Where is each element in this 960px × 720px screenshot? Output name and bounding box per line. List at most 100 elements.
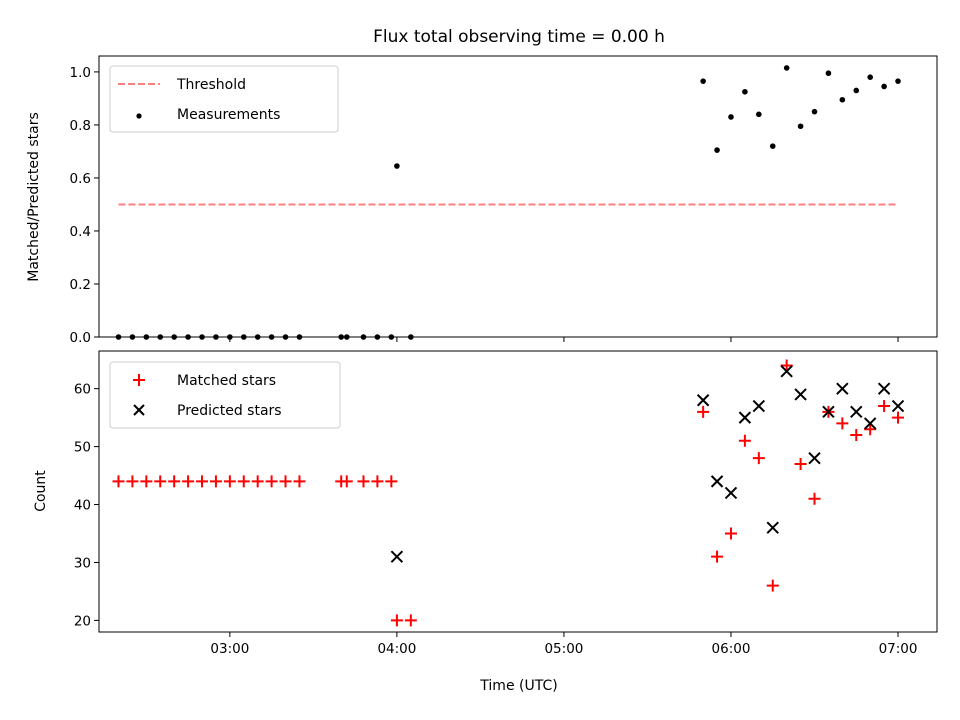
predicted-star-point (724, 486, 738, 500)
y-tick-label: 0.8 (70, 118, 91, 134)
y-tick-label: 50 (74, 440, 91, 456)
x-axis-label: Time (UTC) (479, 678, 557, 694)
ratio-panel-marks (115, 65, 901, 340)
measurement-point (867, 74, 873, 81)
count-panel-marks (112, 359, 905, 627)
ratio-panel-legend: Threshold Measurements (109, 65, 339, 133)
matched-star-point (385, 475, 398, 488)
measurement-point (895, 78, 901, 84)
matched-star-point (182, 475, 195, 488)
predicted-star-point (738, 411, 752, 424)
measurement-point (881, 83, 887, 90)
matched-star-point (711, 550, 724, 563)
count-panel-legend: Matched stars Predicted stars (109, 361, 341, 429)
measurement-point (769, 143, 776, 149)
matched-star-point (724, 527, 737, 540)
matched-star-point (850, 429, 863, 442)
count-panel-frame (98, 350, 938, 633)
predicted-star-point (696, 394, 710, 407)
matched-star-point (766, 579, 779, 592)
predicted-star-point (822, 405, 835, 419)
matched-star-point (864, 423, 877, 436)
x-tick-label: 06:00 (712, 641, 751, 657)
matched-star-point (265, 475, 278, 488)
measurement-point (825, 70, 832, 77)
y-tick-label: 40 (74, 498, 91, 514)
predicted-star-point (710, 475, 724, 488)
y-tick-label: 0.0 (70, 330, 91, 346)
measurements-legend-swatch (136, 113, 142, 119)
predicted-stars-legend-label: Predicted stars (177, 403, 282, 419)
matched-star-point (794, 457, 807, 470)
measurement-point (714, 147, 720, 153)
matched-star-point (404, 614, 417, 627)
x-tick-label: 03:00 (210, 641, 249, 657)
ratio-panel-frame (98, 55, 938, 338)
matched-star-point (154, 475, 167, 488)
measurement-point (811, 108, 818, 115)
ratio-panel-y-axis-label: Matched/Predicted stars (26, 112, 42, 282)
y-tick-label: 0.6 (70, 171, 91, 187)
matched-star-point (209, 475, 222, 488)
matched-star-point (738, 434, 751, 447)
count-panel-ticks: 03:00 04:00 05:00 06:00 07:00 20 30 40 50 60 (74, 382, 918, 657)
measurement-point (728, 114, 734, 120)
matched-star-point (140, 475, 153, 488)
predicted-star-point (752, 399, 766, 413)
count-panel-y-axis-label: Count (33, 470, 49, 512)
matched-star-point (112, 475, 125, 488)
predicted-star-point (850, 405, 863, 419)
matched-stars-legend-label: Matched stars (177, 373, 276, 389)
matched-star-point (279, 475, 292, 488)
predicted-star-point (808, 451, 821, 465)
matched-star-point (340, 475, 353, 488)
predicted-star-point (877, 382, 891, 395)
matched-star-point (223, 475, 236, 488)
predicted-star-point (766, 521, 779, 534)
predicted-star-point (836, 382, 849, 395)
matched-star-point (196, 475, 209, 488)
matched-star-point (892, 411, 905, 424)
matched-star-point (168, 475, 181, 488)
matched-star-point (390, 614, 403, 627)
matched-star-point (126, 475, 139, 488)
predicted-star-point (863, 417, 877, 430)
matched-star-point (251, 475, 264, 488)
threshold-legend-label: Threshold (176, 77, 246, 93)
count-legend-box (109, 361, 341, 429)
matched-star-point (697, 405, 710, 418)
matched-star-point (752, 452, 765, 465)
measurement-point (700, 78, 706, 84)
matched-star-point (371, 475, 384, 488)
predicted-star-point (390, 550, 404, 563)
matched-star-point (237, 475, 250, 488)
measurement-point (853, 87, 860, 94)
matched-star-point (293, 475, 306, 488)
measurements-legend-label: Measurements (177, 107, 280, 123)
predicted-star-point (794, 388, 807, 401)
matched-stars-legend-swatch (133, 374, 145, 386)
y-tick-label: 60 (74, 382, 91, 398)
measurement-point (839, 96, 846, 103)
predicted-stars-legend-swatch (133, 404, 145, 416)
ratio-panel: 0.0 0.2 0.4 0.6 0.8 1.0 Matched/Predicted sta… (26, 55, 938, 346)
predicted-star-point (891, 399, 905, 413)
y-tick-label: 0.4 (70, 224, 91, 240)
measurement-point (742, 88, 748, 95)
x-tick-label: 07:00 (879, 641, 918, 657)
y-tick-label: 20 (74, 613, 91, 629)
matched-star-point (780, 359, 793, 372)
count-panel: 03:00 04:00 05:00 06:00 07:00 20 30 40 50 60 Coun… (33, 350, 938, 694)
ratio-panel-ticks: 0.0 0.2 0.4 0.6 0.8 1.0 (70, 65, 899, 346)
y-tick-label: 1.0 (70, 65, 91, 81)
chart-title: Flux total observing time = 0.00 h (373, 27, 665, 47)
matched-star-point (357, 475, 370, 488)
matched-star-point (878, 400, 891, 413)
measurement-point (783, 65, 790, 71)
measurement-point (797, 123, 804, 130)
x-tick-label: 04:00 (377, 641, 416, 657)
measurement-point (394, 163, 400, 169)
matched-star-point (808, 492, 821, 505)
ratio-legend-box (109, 65, 339, 133)
